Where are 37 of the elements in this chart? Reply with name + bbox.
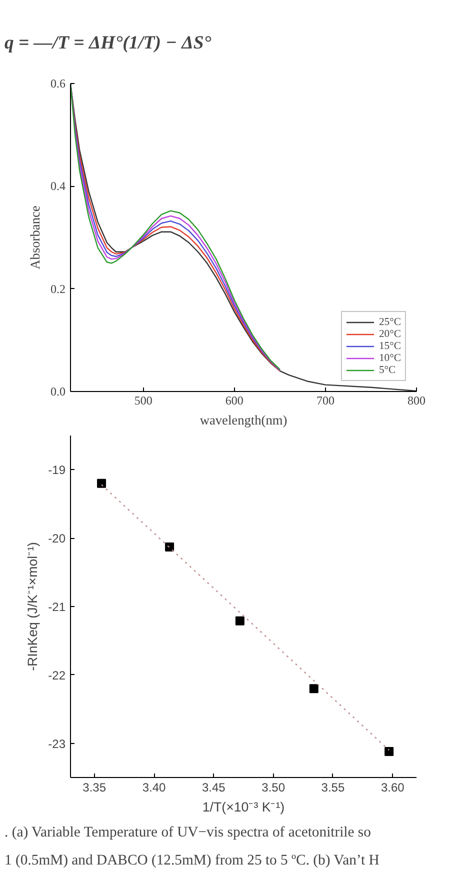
- legend-label: 20°C: [378, 328, 401, 340]
- x-tick-label: 600: [225, 394, 244, 408]
- text: 1 (0.5mM) and DABCO (12.5mM) from 25 to 5 ºC. (b) Van’t H: [4, 852, 380, 868]
- y-tick-label: -20: [48, 532, 66, 546]
- legend-label: 5°C: [378, 364, 397, 376]
- text: . (a) Variable Temperature of UV−vis spectra of acetonitrile so: [4, 824, 371, 840]
- legend-label: 15°C: [378, 340, 401, 352]
- text: q = ―/T = ΔH°(1/T) − ΔS°: [4, 32, 212, 54]
- x-tick-label: 3.55: [321, 780, 345, 794]
- y-axis-title: Absorbance: [28, 206, 42, 270]
- legend-label: 25°C: [378, 316, 401, 328]
- x-tick-label: 3.50: [262, 780, 286, 794]
- x-tick-label: 700: [316, 394, 334, 408]
- x-tick-label: 3.60: [380, 780, 405, 794]
- y-tick-label: 0.4: [50, 179, 66, 194]
- point: [97, 478, 106, 488]
- y-tick-label: -22: [48, 668, 66, 682]
- y-tick-label: 0.0: [50, 384, 66, 398]
- y-axis-title: -RInKeq (J/K⁻¹×mol⁻¹): [25, 542, 40, 671]
- point: [384, 747, 394, 756]
- point: [235, 616, 244, 626]
- y-tick-label: -19: [48, 463, 66, 478]
- x-tick-label: 3.45: [202, 780, 226, 794]
- y-tick-label: 0.2: [50, 282, 66, 296]
- y-tick-label: -23: [48, 736, 66, 751]
- legend-label: 10°C: [378, 352, 401, 364]
- x-tick-label: 3.35: [82, 780, 106, 794]
- x-tick-label: 3.40: [142, 780, 166, 794]
- x-tick-label: 500: [134, 394, 152, 408]
- y-tick-label: -21: [48, 600, 66, 614]
- x-axis-title: wavelength(nm): [200, 412, 288, 428]
- line-series: [70, 84, 416, 392]
- x-tick-label: 800: [408, 394, 426, 408]
- point: [309, 684, 318, 694]
- y-tick-label: 0.6: [50, 76, 66, 90]
- x-axis-title: 1/T(×10⁻³ K⁻¹): [202, 800, 285, 814]
- point: [165, 542, 174, 552]
